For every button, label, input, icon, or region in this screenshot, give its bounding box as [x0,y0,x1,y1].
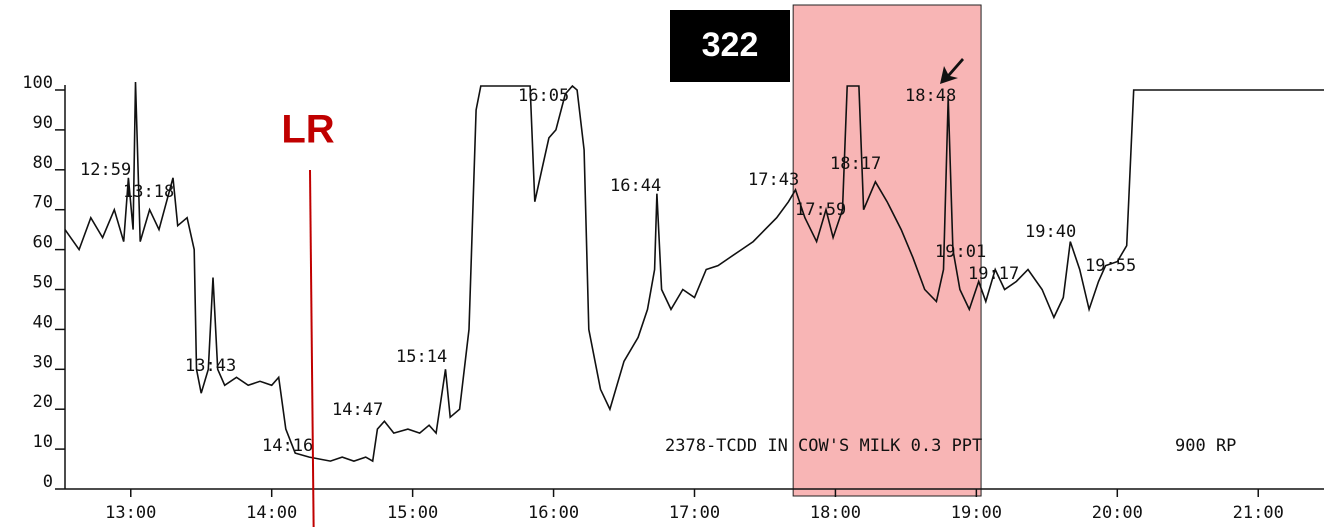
x-tick-label: 14:00 [246,503,297,523]
box-label: 322 [702,26,759,64]
peak-label: 16:44 [610,176,661,196]
peak-label: 14:16 [262,436,313,456]
x-tick-label: 16:00 [528,503,579,523]
y-tick-label: 30 [33,352,53,372]
arrow-icon [940,58,964,84]
x-tick-label: 15:00 [387,503,438,523]
marker-label: LR [281,108,334,152]
peak-label: 19:01 [935,242,986,262]
y-tick-label: 10 [33,432,53,452]
peak-label: 18:17 [830,154,881,174]
caption: 900 RP [1175,436,1236,456]
y-tick-label: 60 [33,233,53,253]
peak-label: 13:43 [185,356,236,376]
peak-label: 17:43 [748,170,799,190]
y-tick-label: 40 [33,312,53,332]
y-tick-label: 20 [33,392,53,412]
y-tick-label: 70 [33,193,53,213]
y-tick-label: 80 [33,153,53,173]
x-tick-label: 13:00 [105,503,156,523]
peak-label: 12:59 [80,160,131,180]
peak-label: 13:18 [123,182,174,202]
peak-label: 19:40 [1025,222,1076,242]
trace-line [64,81,1324,463]
peak-label: 19:55 [1085,256,1136,276]
marker-line [309,169,315,527]
x-tick-label: 19:00 [951,503,1002,523]
highlight-region [792,4,982,497]
label-box [670,10,790,82]
peak-label: 19:17 [968,264,1019,284]
peak-label: 16:05 [518,86,569,106]
y-tick-label: 100 [22,73,53,93]
peak-label: 14:47 [332,400,383,420]
peak-label: 17:59 [795,200,846,220]
peak-label: 18:48 [905,86,956,106]
x-tick-label: 21:00 [1233,503,1284,523]
caption: 2378-TCDD IN COW'S MILK 0.3 PPT [665,436,982,456]
x-tick-label: 20:00 [1092,503,1143,523]
y-tick-label: 0 [43,472,53,492]
y-tick-label: 90 [33,113,53,133]
y-tick-label: 50 [33,273,53,293]
x-tick-label: 18:00 [810,503,861,523]
x-tick-label: 17:00 [669,503,720,523]
peak-label: 15:14 [396,347,447,367]
